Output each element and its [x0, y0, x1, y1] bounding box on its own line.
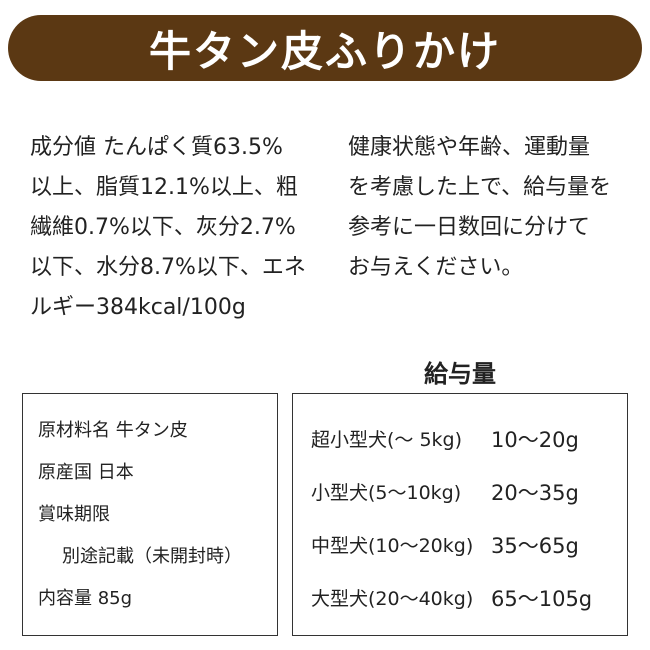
text-line: 成分値 たんぱく質63.5%: [30, 135, 283, 160]
text-line: 以上、脂質12.1%以上、粗: [30, 175, 298, 200]
title: 牛タン皮ふりかけ: [148, 26, 501, 76]
dog-size: 大型犬(20～40kg): [311, 588, 474, 610]
header-bar: 牛タン皮ふりかけ: [8, 15, 642, 81]
info-line: 別途記載（未開封時）: [62, 546, 242, 567]
feeding-amount: 10～20g: [491, 427, 579, 452]
info-line: 原材料名 牛タン皮: [38, 420, 188, 441]
info-line: 賞味期限: [38, 504, 110, 525]
feeding-row: 大型犬(20～40kg) 65～105g: [293, 571, 627, 624]
text-line: ルギー384kcal/100g: [30, 295, 246, 320]
dog-size: 中型犬(10～20kg): [311, 535, 474, 557]
text-line: お与えください。: [348, 255, 524, 280]
dog-size: 小型犬(5～10kg): [311, 482, 462, 504]
dog-size: 超小型犬(～ 5kg): [311, 429, 463, 451]
text-line: 参考に一日数回に分けて: [348, 215, 591, 240]
feeding-amount: 65～105g: [491, 586, 593, 611]
info-line: 内容量 85g: [38, 588, 133, 609]
info-box: 原材料名 牛タン皮 原産国 日本 賞味期限別途記載（未開封時） 内容量 85g: [22, 393, 278, 636]
feeding-amount: 35～65g: [491, 533, 579, 558]
feeding-title: 給与量: [424, 360, 496, 388]
feeding-note: 健康状態や年齢、運動量 を考慮した上で、給与量を 参考に一日数回に分けて お与えくださ…: [348, 128, 611, 288]
info-line: 原産国 日本: [38, 462, 134, 483]
feeding-table: 超小型犬(～ 5kg) 10～20g 小型犬(5～10kg) 20～35g 中型犬(10…: [292, 393, 628, 636]
feeding-row: 小型犬(5～10kg) 20～35g: [293, 465, 627, 518]
feeding-row: 中型犬(10～20kg) 35～65g: [293, 518, 627, 571]
text-line: を考慮した上で、給与量を: [348, 175, 612, 200]
text-line: 以下、水分8.7%以下、エネ: [30, 255, 306, 280]
feeding-row: 超小型犬(～ 5kg) 10～20g: [293, 412, 627, 465]
text-line: 健康状態や年齢、運動量: [348, 135, 591, 160]
feeding-amount: 20～35g: [491, 480, 579, 505]
text-line: 繊維0.7%以下、灰分2.7%: [30, 215, 296, 240]
nutrition-text: 成分値 たんぱく質63.5% 以上、脂質12.1%以上、粗 繊維0.7%以下、灰分2…: [30, 128, 306, 328]
